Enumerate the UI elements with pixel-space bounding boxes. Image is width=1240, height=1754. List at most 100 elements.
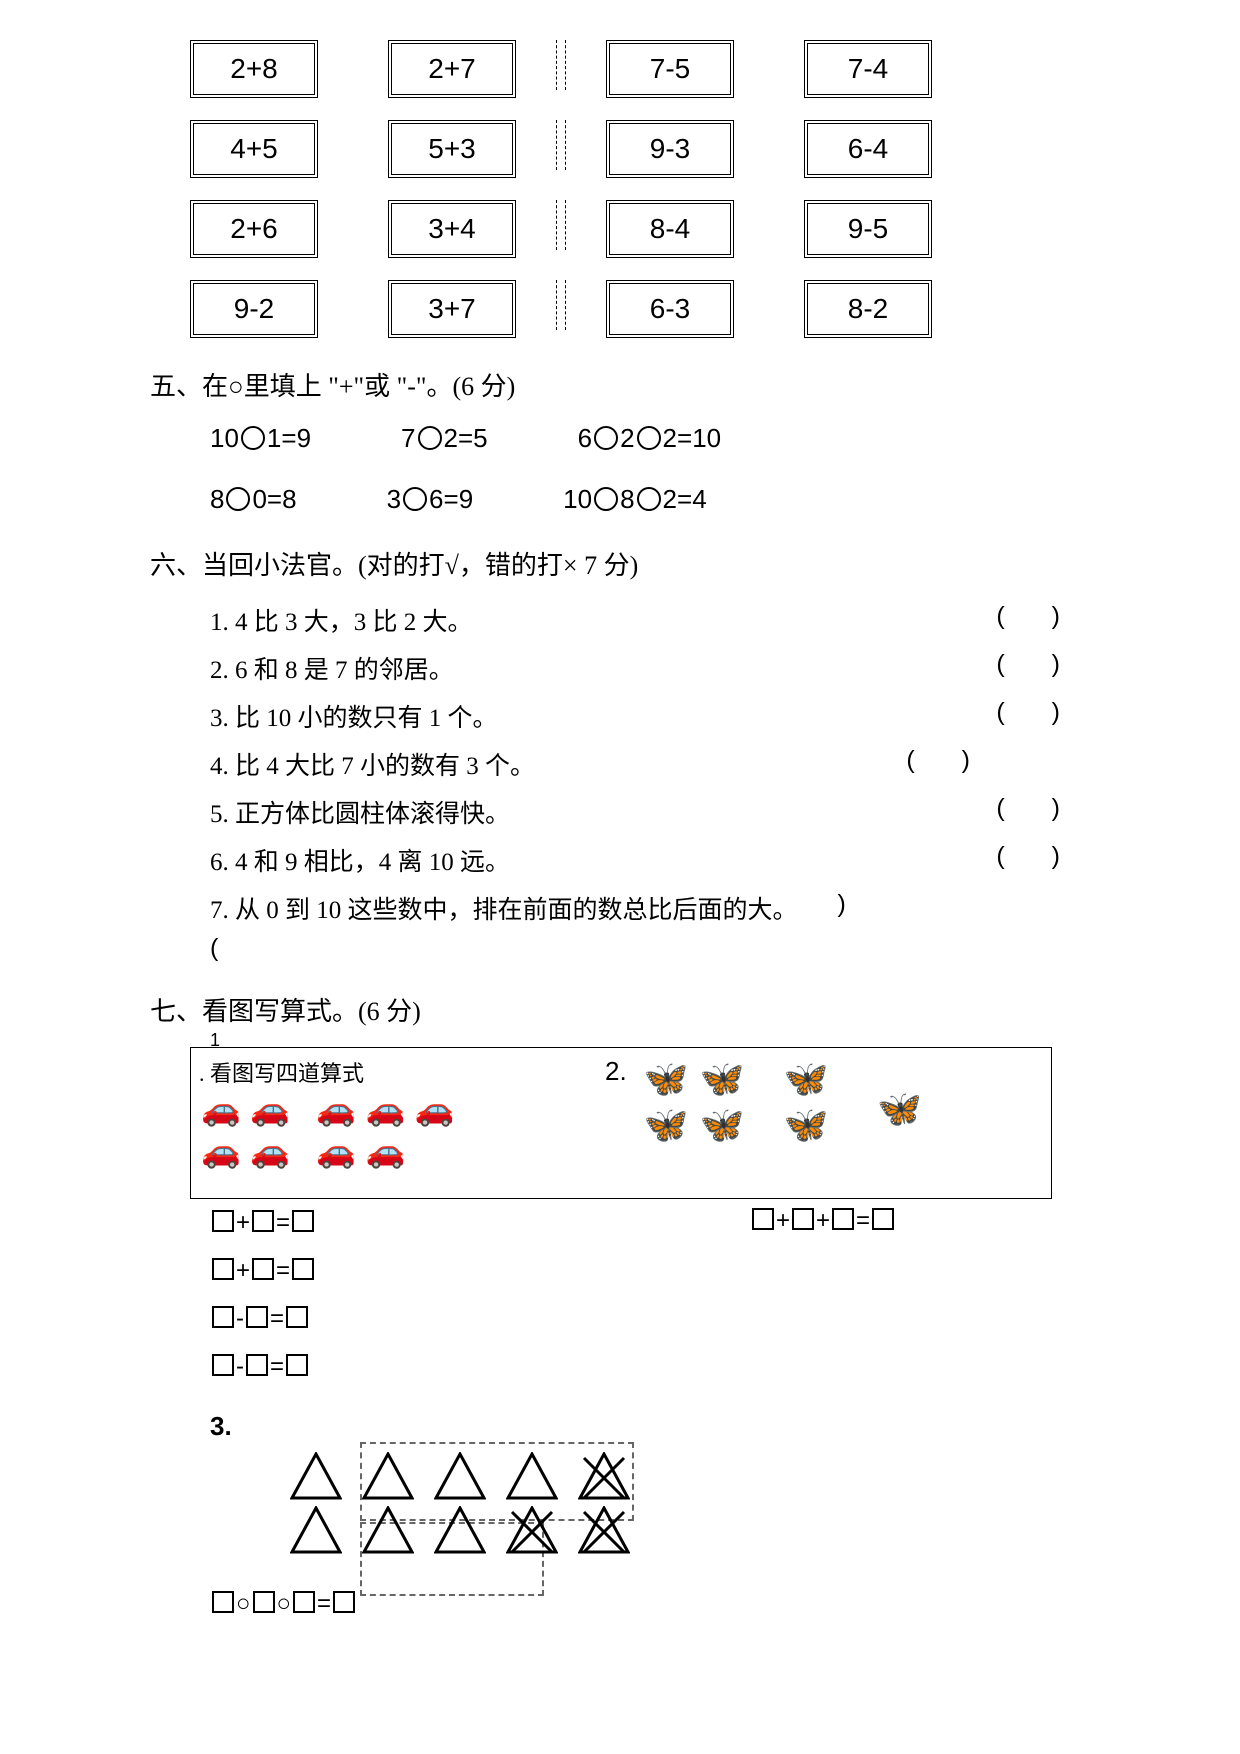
triangle-figure	[290, 1452, 710, 1550]
paren-blank[interactable]: ( )	[996, 698, 1090, 734]
equation-row: -=	[210, 1295, 1090, 1343]
q1-label: . 看图写四道算式	[199, 1061, 364, 1086]
num: 3	[387, 484, 401, 514]
expr-box: 6-3	[606, 280, 734, 338]
op: =	[276, 1257, 290, 1284]
expr-box: 9-5	[804, 200, 932, 258]
butterfly-icon: 🦋	[784, 1104, 829, 1146]
circle-blank[interactable]	[226, 487, 250, 511]
square-blank[interactable]	[292, 1210, 314, 1232]
num: 10	[210, 423, 239, 453]
circle-blank[interactable]	[418, 426, 442, 450]
paren-blank[interactable]: ( )	[906, 746, 1090, 782]
section7-title: 七、看图写算式。(6 分)	[150, 991, 1090, 1028]
triangle-crossed-icon	[578, 1506, 630, 1550]
column-separator	[556, 200, 566, 250]
final-equation: ○○=	[210, 1580, 1090, 1628]
car-icon: 🚗	[201, 1090, 241, 1128]
num: 0=8	[252, 484, 296, 514]
circle-blank[interactable]	[594, 487, 618, 511]
paren-blank[interactable]: ( )	[996, 650, 1090, 686]
num: 6	[578, 423, 592, 453]
op: =	[856, 1207, 870, 1234]
car-icon: 🚗	[250, 1090, 290, 1128]
paren-right: )	[838, 890, 846, 926]
op: +	[776, 1207, 790, 1234]
fill-expr: 101=9	[210, 423, 311, 454]
op: =	[270, 1353, 284, 1380]
num: 2	[620, 423, 634, 453]
square-blank[interactable]	[293, 1591, 315, 1613]
circle-blank[interactable]	[241, 426, 265, 450]
square-blank[interactable]	[292, 1258, 314, 1280]
triangle-crossed-icon	[578, 1452, 630, 1496]
column-separator	[556, 280, 566, 330]
square-blank[interactable]	[333, 1591, 355, 1613]
car-icon: 🚗	[201, 1132, 241, 1170]
butterfly-icon: 🦋	[644, 1058, 689, 1100]
car-icon: 🚗	[366, 1132, 406, 1170]
equation-row-right: + + =	[750, 1207, 896, 1235]
paren-blank[interactable]: ( )	[996, 794, 1090, 830]
square-blank[interactable]	[212, 1306, 234, 1328]
judge-item: 1. 4 比 3 大，3 比 2 大。	[210, 602, 473, 638]
square-blank[interactable]	[252, 1258, 274, 1280]
num: 8	[210, 484, 224, 514]
car-icon: 🚗	[415, 1090, 455, 1128]
square-blank[interactable]	[872, 1208, 894, 1230]
fill-expr: 62 2=10	[578, 423, 722, 454]
op: +	[816, 1207, 830, 1234]
q2-label: 2.	[605, 1056, 627, 1190]
paren-blank[interactable]: ( )	[996, 602, 1090, 638]
circle-blank[interactable]	[637, 487, 661, 511]
equation-row: +=	[210, 1199, 1090, 1247]
expr-box: 7-5	[606, 40, 734, 98]
op: -	[236, 1305, 244, 1332]
paren-blank[interactable]: ( )	[996, 842, 1090, 878]
square-blank[interactable]	[212, 1591, 234, 1613]
q7-figure-box: . 看图写四道算式 🚗 🚗 🚗 🚗 🚗 🚗 🚗 🚗 🚗 2. 🦋 🦋 🦋 🦋	[190, 1047, 1052, 1199]
square-blank[interactable]	[212, 1210, 234, 1232]
circle-blank[interactable]	[594, 426, 618, 450]
square-blank[interactable]	[252, 1210, 274, 1232]
triangle-icon	[290, 1452, 342, 1496]
square-blank[interactable]	[212, 1354, 234, 1376]
column-separator	[556, 40, 566, 90]
op: =	[317, 1590, 331, 1617]
num: 6=9	[429, 484, 473, 514]
section5-title: 五、在○里填上 "+"或 "-"。(6 分)	[150, 366, 1090, 403]
square-blank[interactable]	[253, 1591, 275, 1613]
section6-title: 六、当回小法官。(对的打√，错的打× 7 分)	[150, 545, 1090, 582]
square-blank[interactable]	[246, 1306, 268, 1328]
square-blank[interactable]	[212, 1258, 234, 1280]
num: 2=4	[663, 484, 707, 514]
expr-box: 3+4	[388, 200, 516, 258]
circle-blank[interactable]	[403, 487, 427, 511]
square-blank[interactable]	[752, 1208, 774, 1230]
square-blank[interactable]	[832, 1208, 854, 1230]
square-blank[interactable]	[792, 1208, 814, 1230]
expr-box: 5+3	[388, 120, 516, 178]
expression-grid: 2+8 2+7 7-5 7-4 4+5 5+3 9-3 6-4 2+6 3+4 …	[150, 40, 1090, 338]
op: -	[236, 1353, 244, 1380]
expr-box: 3+7	[388, 280, 516, 338]
car-icon: 🚗	[316, 1090, 356, 1128]
op-circle: ○	[277, 1590, 292, 1617]
expr-box: 9-2	[190, 280, 318, 338]
circle-blank[interactable]	[637, 426, 661, 450]
num: 2=10	[663, 423, 722, 453]
triangle-icon	[362, 1452, 414, 1496]
square-blank[interactable]	[286, 1306, 308, 1328]
triangle-icon	[290, 1506, 342, 1550]
expr-box: 4+5	[190, 120, 318, 178]
judge-item: 2. 6 和 8 是 7 的邻居。	[210, 650, 454, 686]
judge-list: 1. 4 比 3 大，3 比 2 大。 ( ) 2. 6 和 8 是 7 的邻居。…	[210, 602, 1090, 963]
square-blank[interactable]	[246, 1354, 268, 1376]
equation-row: +=	[210, 1247, 1090, 1295]
triangle-icon	[362, 1506, 414, 1550]
expr-box: 8-4	[606, 200, 734, 258]
judge-item: 3. 比 10 小的数只有 1 个。	[210, 698, 498, 734]
butterfly-icon: 🦋	[877, 1088, 922, 1130]
butterfly-icon: 🦋	[644, 1104, 689, 1146]
square-blank[interactable]	[286, 1354, 308, 1376]
